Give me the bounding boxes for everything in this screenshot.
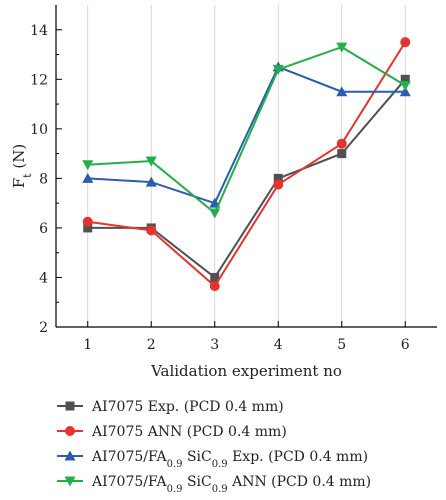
series-3-line (87, 65, 406, 205)
x-tick-label-1: 1 (83, 337, 92, 353)
series-2-point-6 (400, 37, 411, 48)
series-2-point-5 (336, 138, 347, 149)
grid-layer (87, 5, 406, 327)
series-4-point-3 (209, 208, 221, 219)
series-4-point-6 (399, 81, 411, 91)
y-tick-label-4: 4 (39, 270, 48, 286)
legend-label-4-part-2: SiC (183, 474, 212, 490)
legend-label-3-part-2: SiC (183, 449, 212, 465)
x-tick-label-2: 2 (147, 337, 156, 353)
x-axis-title: Validation experiment no (150, 362, 342, 380)
series-3-point-6 (399, 86, 411, 97)
y-axis-title: Ft (N) (10, 144, 34, 188)
y-axis-title-sub: t (21, 173, 34, 178)
series-1 (83, 74, 410, 282)
series-2-point-3 (209, 281, 220, 292)
series-2-point-4 (273, 179, 284, 190)
series-2-point-1 (82, 216, 93, 227)
series-2-point-2 (146, 225, 157, 236)
series-1-point-1 (83, 223, 93, 233)
series-1-point-6 (400, 74, 410, 84)
y-tick-label-12: 12 (30, 72, 48, 88)
series-1-line (87, 78, 407, 279)
legend-label-3-part-1: 0.9 (167, 459, 183, 470)
legend-label-4-part-1: 0.9 (167, 484, 183, 495)
legend-marker-2 (65, 426, 75, 436)
x-tick-label-4: 4 (274, 337, 283, 353)
x-tick-label-5: 5 (337, 337, 346, 353)
legend-label-4-part-0: AI7075/FA (91, 474, 167, 490)
legend-item-2: AI7075 ANN (PCD 0.4 mm) (57, 424, 287, 440)
y-tick-label-8: 8 (39, 171, 48, 187)
legend-label-4-part-4: ANN (PCD 0.4 mm) (228, 474, 372, 490)
legend-item-4: AI7075/FA0.9 SiC0.9 ANN (PCD 0.4 mm) (57, 474, 371, 495)
legend-item-3: AI7075/FA0.9 SiC0.9 Exp. (PCD 0.4 mm) (57, 449, 368, 470)
legend-label-4: AI7075/FA0.9 SiC0.9 ANN (PCD 0.4 mm) (91, 474, 371, 495)
series-1-point-5 (337, 149, 347, 159)
y-tick-label-6: 6 (39, 221, 48, 237)
y-axis-title-unit: (N) (10, 144, 28, 174)
y-tick-label-10: 10 (30, 122, 48, 138)
series-2 (82, 37, 411, 292)
series-4-point-2 (145, 156, 157, 167)
series-2-line (87, 41, 407, 288)
series-3-point-2 (145, 176, 157, 187)
y-tick-label-14: 14 (30, 23, 48, 39)
legend-label-2: AI7075 ANN (PCD 0.4 mm) (91, 424, 287, 440)
series-4-line (87, 46, 406, 215)
x-tick-label-3: 3 (210, 337, 219, 353)
legend-marker-3 (64, 450, 76, 461)
series-3-point-1 (82, 172, 94, 183)
legend-item-1: AI7075 Exp. (PCD 0.4 mm) (57, 399, 284, 415)
y-tick-label-2: 2 (39, 320, 48, 336)
series-3 (82, 61, 411, 208)
legend-label-1-part-0: AI7075 Exp. (PCD 0.4 mm) (91, 399, 284, 415)
legend-label-3-part-0: AI7075/FA (91, 449, 167, 465)
series-4-point-4 (272, 64, 284, 75)
legend-label-4-part-3: 0.9 (212, 484, 228, 495)
series-layer (82, 37, 411, 292)
series-1-point-3 (210, 272, 220, 282)
legend-marker-4 (64, 476, 76, 487)
legend-marker-1 (65, 401, 75, 411)
legend-label-3-part-4: Exp. (PCD 0.4 mm) (228, 449, 368, 465)
series-4 (82, 42, 411, 219)
series-4-point-5 (336, 42, 348, 53)
legend-label-1: AI7075 Exp. (PCD 0.4 mm) (91, 399, 284, 415)
legend: AI7075 Exp. (PCD 0.4 mm) AI7075 ANN (PCD … (57, 399, 371, 495)
series-4-point-1 (82, 160, 94, 171)
series-3-point-5 (336, 86, 348, 97)
x-tick-label-6: 6 (401, 337, 410, 353)
series-1-point-4 (273, 173, 283, 183)
y-axis-title-main: F (10, 178, 28, 188)
legend-label-3: AI7075/FA0.9 SiC0.9 Exp. (PCD 0.4 mm) (91, 449, 368, 470)
legend-label-2-part-0: AI7075 ANN (PCD 0.4 mm) (91, 424, 287, 440)
legend-label-3-part-3: 0.9 (212, 459, 228, 470)
